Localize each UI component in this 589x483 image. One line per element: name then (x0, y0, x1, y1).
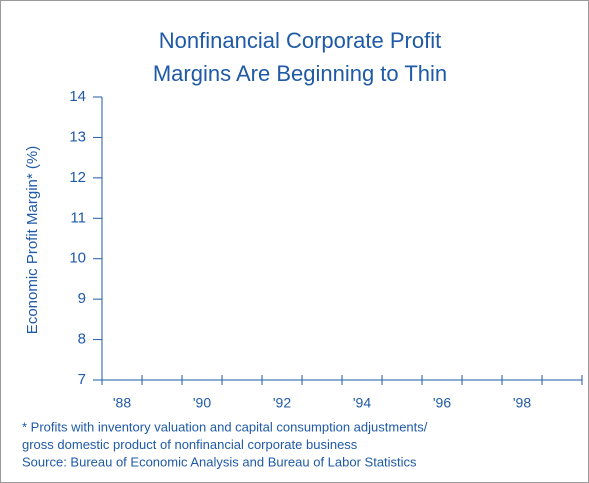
chart-title: Nonfinancial Corporate Profit (159, 28, 441, 53)
y-tick-label: 14 (69, 88, 86, 105)
y-tick-label: 7 (78, 371, 86, 388)
x-tick-label: '90 (193, 395, 211, 411)
footnote: * Profits with inventory valuation and c… (22, 419, 428, 434)
y-tick-label: 11 (70, 209, 86, 226)
y-tick-label: 13 (69, 128, 86, 145)
x-tick-label: '98 (513, 395, 531, 411)
x-tick-label: '96 (433, 395, 451, 411)
footnote: Source: Bureau of Economic Analysis and … (22, 454, 417, 469)
y-tick-label: 10 (69, 250, 86, 267)
footnote: gross domestic product of nonfinancial c… (22, 437, 358, 452)
y-axis-label: Economic Profit Margin* (%) (24, 146, 41, 334)
x-tick-label: '88 (113, 395, 131, 411)
x-tick-label: '92 (273, 395, 291, 411)
y-tick-label: 8 (78, 331, 86, 348)
y-tick-label: 12 (69, 169, 86, 186)
y-tick-label: 9 (78, 290, 86, 307)
chart-title: Margins Are Beginning to Thin (153, 61, 447, 86)
x-tick-label: '94 (353, 395, 371, 411)
